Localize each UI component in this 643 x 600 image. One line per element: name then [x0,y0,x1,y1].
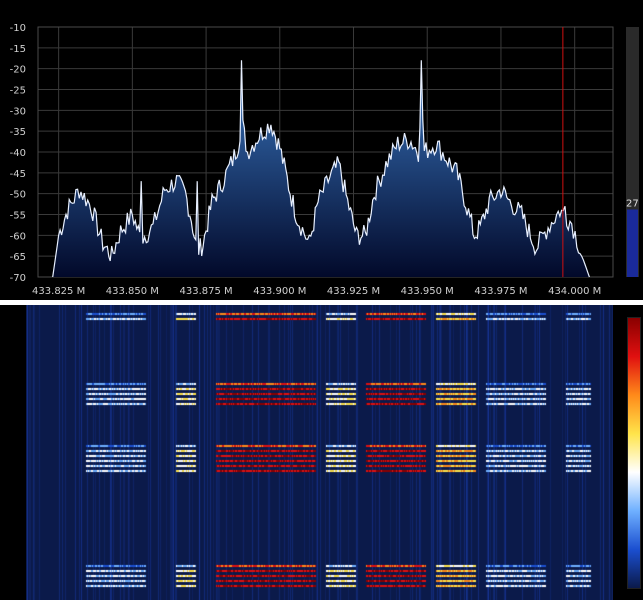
level-meter-fill [627,209,638,277]
y-tick-label: -15 [10,44,26,55]
spectrum-trace [52,60,590,278]
y-tick-label: -35 [10,127,26,138]
y-tick-label: -65 [10,252,26,263]
y-tick-label: -45 [10,169,26,180]
x-tick-label: 433.975 M [474,286,527,297]
x-tick-label: 433.900 M [253,286,306,297]
y-tick-label: -10 [10,23,26,34]
y-tick-label: -70 [10,273,26,284]
x-tick-label: 434.000 M [548,286,601,297]
x-tick-label: 433.875 M [179,286,232,297]
y-tick-label: -20 [10,65,26,76]
y-tick-label: -60 [10,231,26,242]
waterfall-display[interactable] [26,305,613,600]
x-tick-label: 433.825 M [32,286,85,297]
level-meter-value: 27 [626,199,639,210]
x-tick-label: 433.925 M [327,286,380,297]
panel-divider[interactable] [0,300,643,305]
y-tick-label: -30 [10,106,26,117]
x-tick-label: 433.950 M [401,286,454,297]
y-tick-label: -50 [10,190,26,201]
spectrum-fill-area [52,60,590,277]
y-tick-label: -40 [10,148,26,159]
y-tick-label: -55 [10,211,26,222]
waterfall-panel[interactable] [0,305,643,600]
spectrum-panel[interactable]: -10 -15 -20 -25 -30 -35 -40 -45 -50 -55 -60 -65 -70 … [0,0,643,300]
waterfall-color-scale[interactable] [627,317,641,589]
y-tick-label: -25 [10,86,26,97]
x-tick-label: 433.850 M [106,286,159,297]
spectrum-plot[interactable]: -10-15-20-25-30-35-40-45-50-55-60-65-70 … [0,0,643,300]
